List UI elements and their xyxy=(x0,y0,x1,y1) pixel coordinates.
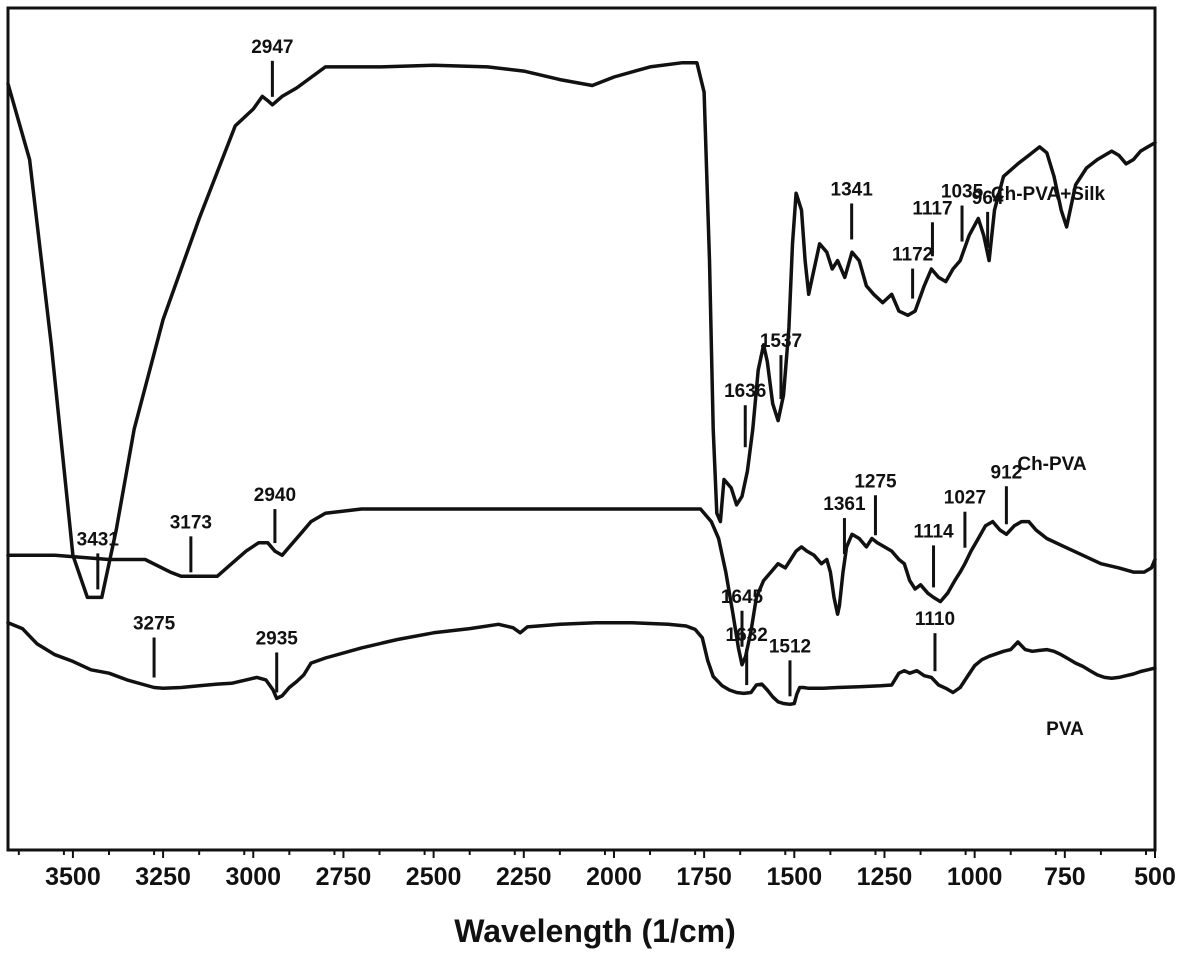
x-tick-label: 3500 xyxy=(45,863,101,891)
series-line-3 xyxy=(6,620,1157,707)
peak-label: 2947 xyxy=(251,37,293,58)
series-lines xyxy=(6,60,1157,707)
x-tick-label: 1250 xyxy=(857,863,913,891)
peak-label: 3275 xyxy=(133,613,176,634)
x-tick-label: 2250 xyxy=(496,863,552,891)
series-label: Ch-PVA+Silk xyxy=(991,184,1106,205)
peak-label: 1645 xyxy=(721,587,764,608)
x-tick-label: 2500 xyxy=(406,863,462,891)
peak-label: 3431 xyxy=(77,529,120,550)
series-label: PVA xyxy=(1046,719,1084,740)
peak-label: 1361 xyxy=(823,494,866,515)
x-tick-label: 2750 xyxy=(316,863,372,891)
x-axis-ticks: 3500 3250 3000 2750 2500 2250 2000 1750 1500 1250… xyxy=(17,850,1176,891)
peak-label: 1512 xyxy=(769,636,811,657)
peak-label: 2940 xyxy=(254,485,296,506)
x-tick-label: 750 xyxy=(1044,863,1086,891)
x-tick-label: 3250 xyxy=(135,863,191,891)
peak-label: 1110 xyxy=(915,609,955,630)
peak-label: 1275 xyxy=(854,471,897,492)
series-labels: Ch-PVA+Silk Ch-PVA PVA xyxy=(991,184,1106,740)
peak-label: 1172 xyxy=(892,245,933,266)
peak-label: 1114 xyxy=(913,521,954,542)
peak-label: 1341 xyxy=(831,179,874,200)
peak-label: 1632 xyxy=(726,625,768,646)
x-tick-label: 2000 xyxy=(586,863,642,891)
peak-label: 1537 xyxy=(760,331,802,352)
peak-label: 1636 xyxy=(724,381,766,402)
series-line-2 xyxy=(6,507,1157,667)
x-tick-label: 1000 xyxy=(947,863,1003,891)
x-tick-label: 1500 xyxy=(766,863,822,891)
peak-label: 912 xyxy=(991,462,1023,483)
series-line-1 xyxy=(6,60,1157,600)
peak-label: 1117 xyxy=(912,198,952,219)
x-axis-label: Wavelength (1/cm) xyxy=(454,913,736,949)
series-label: Ch-PVA xyxy=(1017,454,1087,475)
x-tick-label: 1750 xyxy=(676,863,732,891)
x-tick-label: 500 xyxy=(1134,863,1176,891)
peak-label: 1035 xyxy=(941,182,984,203)
peak-label: 964 xyxy=(972,188,1004,209)
plot-frame xyxy=(6,6,1157,852)
peak-label: 2935 xyxy=(256,628,299,649)
peak-label: 1027 xyxy=(944,488,986,509)
peak-label: 3173 xyxy=(170,512,212,533)
x-tick-label: 3000 xyxy=(225,863,281,891)
